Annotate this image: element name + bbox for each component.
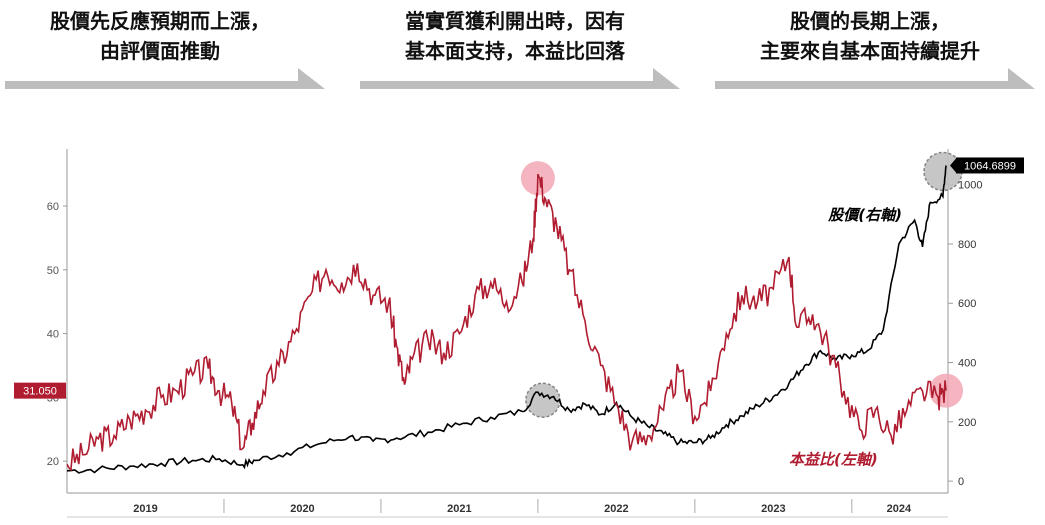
- right-tick-label: 400: [958, 358, 976, 370]
- price-series-label: 股價(右軸): [827, 206, 902, 224]
- phase-1-line1: 股價先反應預期而上漲，: [50, 9, 270, 33]
- right-tick-label: 200: [958, 417, 976, 429]
- right-tick-label: 1000: [958, 180, 982, 192]
- left-tick-label: 50: [47, 265, 59, 277]
- phase-2-line1: 當實質獲利開出時，因有: [405, 9, 625, 33]
- x-tick-label: 2022: [604, 503, 628, 515]
- x-tick-label: 2021: [447, 503, 471, 515]
- right-tick-label: 600: [958, 298, 976, 310]
- phase-1: 股價先反應預期而上漲， 由評價面推動: [5, 0, 335, 96]
- left-tick-label: 40: [47, 329, 59, 341]
- left-badge-text: 31.050: [23, 386, 57, 398]
- phase-3-line2: 主要來自基本面持續提升: [760, 39, 980, 63]
- left-tick-label: 20: [47, 456, 59, 468]
- series-labels: 股價(右軸) 本益比(左軸): [789, 206, 902, 468]
- phase-1-text: 股價先反應預期而上漲， 由評價面推動: [5, 6, 315, 66]
- value-badges: 31.050 1064.6899: [14, 157, 1024, 399]
- phase-3-arrow: [715, 68, 1035, 89]
- left-badge-bg: [14, 382, 66, 399]
- phase-1-arrow: [5, 68, 325, 89]
- pe-series-line: [66, 173, 947, 472]
- left-tick-label: 60: [47, 201, 59, 213]
- phase-2-line2: 基本面支持，本益比回落: [405, 39, 625, 63]
- right-badge-bg: [956, 157, 1024, 174]
- price-series-line: [66, 165, 947, 474]
- right-badge-pointer: [950, 158, 956, 173]
- left-value-badge: 31.050: [14, 382, 66, 399]
- phase-3-line1: 股價的長期上漲，: [790, 9, 950, 33]
- right-tick-label: 0: [958, 476, 964, 488]
- phase-2-arrow: [360, 68, 680, 89]
- x-tick-label: 2023: [761, 503, 785, 515]
- phase-3-text: 股價的長期上漲， 主要來自基本面持續提升: [715, 6, 1025, 66]
- pe-series-label: 本益比(左軸): [789, 450, 878, 468]
- phase-3: 股價的長期上漲， 主要來自基本面持續提升: [715, 0, 1045, 96]
- x-tick-label: 2024: [887, 503, 912, 515]
- phase-2: 當實質獲利開出時，因有 基本面支持，本益比回落: [360, 0, 690, 96]
- right-value-badge: 1064.6899: [950, 157, 1024, 174]
- right-badge-text: 1064.6899: [964, 160, 1016, 172]
- phase-1-line2: 由評價面推動: [100, 39, 220, 63]
- pe-price-chart: 2030405060020040060080010002019202020212…: [14, 149, 1024, 518]
- phase-2-text: 當實質獲利開出時，因有 基本面支持，本益比回落: [360, 6, 670, 66]
- x-tick-label: 2020: [290, 503, 314, 515]
- pe-latest-highlight: [929, 373, 963, 408]
- right-tick-label: 800: [958, 239, 976, 251]
- highlight-circles: [520, 151, 963, 418]
- x-tick-label: 2019: [133, 503, 157, 515]
- series-lines: [66, 165, 947, 474]
